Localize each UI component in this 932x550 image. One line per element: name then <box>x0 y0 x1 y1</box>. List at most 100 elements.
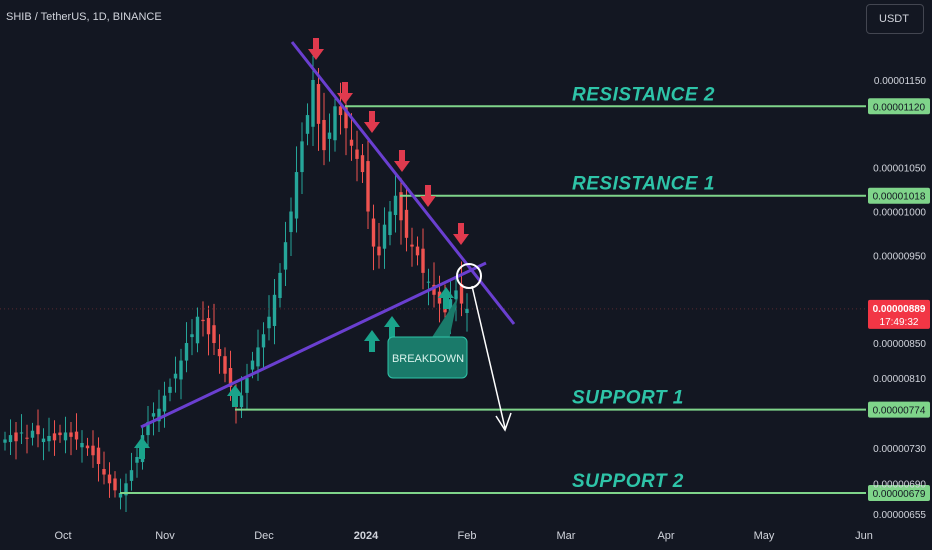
candle-body <box>338 106 343 116</box>
level-price-tag <box>868 187 930 204</box>
y-tick-label: 0.00000810 <box>873 374 926 385</box>
candle-body <box>168 386 172 393</box>
candle-body <box>289 211 293 233</box>
down-arrow-icon <box>420 185 436 207</box>
candle-body <box>465 308 469 313</box>
up-arrow-icon <box>438 287 454 309</box>
candle-body <box>305 115 310 134</box>
candle-body <box>393 195 398 216</box>
candle-body <box>272 294 277 326</box>
candle-body <box>69 432 73 437</box>
candle-body <box>151 413 156 417</box>
candle-body <box>366 161 370 212</box>
candle-body <box>421 248 425 273</box>
breakdown-circle <box>456 263 482 289</box>
candle-body <box>426 281 431 283</box>
candle-body <box>454 290 458 300</box>
candle-body <box>190 334 194 338</box>
candle-body <box>195 316 200 344</box>
projection-arrowhead <box>495 412 512 432</box>
x-tick-label: Feb <box>458 530 477 542</box>
candle-body <box>278 272 282 298</box>
candle-body <box>245 378 249 393</box>
ascending-trendline <box>140 261 487 429</box>
candles-layer <box>3 55 469 512</box>
candle-body <box>173 373 178 379</box>
candle-body <box>135 457 139 463</box>
candle-body <box>267 316 271 329</box>
level-label: SUPPORT 2 <box>572 471 684 492</box>
candle-body <box>388 211 392 236</box>
candle-body <box>179 360 183 380</box>
candle-body <box>250 360 255 370</box>
candle-body <box>371 218 376 247</box>
level-price-tag <box>868 484 930 501</box>
candle-body <box>91 445 95 456</box>
y-tick-label: 0.00001150 <box>874 76 927 87</box>
level-price-tag <box>868 401 930 418</box>
candle-body <box>294 172 299 219</box>
candle-body <box>322 119 326 151</box>
candle-body <box>118 492 123 498</box>
candle-body <box>85 445 90 449</box>
up-arrow-icon <box>364 330 380 352</box>
x-tick-label: Dec <box>254 530 274 542</box>
candle-body <box>311 80 315 127</box>
candle-body <box>184 343 189 361</box>
overlay-layer: RESISTANCE 2 0.00001120 RESISTANCE 1 0.0000… <box>0 38 930 501</box>
candle-body <box>239 395 244 408</box>
down-arrow-icon <box>453 223 469 245</box>
candle-body <box>107 474 112 484</box>
up-arrow-icon <box>134 437 150 459</box>
candle-body <box>74 431 79 440</box>
candle-body <box>399 192 403 221</box>
projection-line <box>471 285 506 429</box>
descending-trendline <box>290 41 516 325</box>
x-tick-label: 2024 <box>354 530 379 542</box>
candle-body <box>316 84 321 124</box>
candle-body <box>327 132 332 139</box>
countdown-label: 17:49:32 <box>880 317 919 328</box>
candle-body <box>382 224 387 249</box>
level-label: SUPPORT 1 <box>572 388 684 409</box>
candle-body <box>355 149 359 159</box>
candle-body <box>3 439 7 443</box>
candle-body <box>124 483 128 496</box>
candle-body <box>129 470 134 481</box>
y-tick-label: 0.00000690 <box>873 479 926 490</box>
candle-body <box>459 284 464 304</box>
candle-body <box>410 244 414 247</box>
candle-body <box>349 139 354 146</box>
current-price-label: 0.00000889 <box>873 304 926 315</box>
level-price-label: 0.00001120 <box>873 102 926 113</box>
candle-body <box>157 408 161 422</box>
y-tick-label: 0.00000850 <box>873 339 926 350</box>
symbol-title: SHIB / TetherUS, 1D, BINANCE <box>6 11 162 23</box>
down-arrow-icon <box>364 111 380 133</box>
candle-body <box>47 435 51 442</box>
y-tick-label: 0.00000655 <box>873 510 926 521</box>
candle-body <box>377 246 381 256</box>
candle-body <box>36 425 40 435</box>
candle-body <box>8 435 13 443</box>
up-arrow-icon <box>227 385 243 407</box>
x-tick-label: Apr <box>657 530 674 542</box>
level-price-tag <box>868 98 930 115</box>
x-tick-label: May <box>754 530 775 542</box>
y-tick-label: 0.00001050 <box>873 164 926 175</box>
down-arrow-icon <box>308 38 324 60</box>
candle-body <box>80 442 84 448</box>
level-label: RESISTANCE 1 <box>572 174 715 195</box>
candle-body <box>360 155 365 173</box>
level-price-label: 0.00000774 <box>873 406 926 417</box>
currency-button[interactable]: USDT <box>866 4 924 34</box>
up-arrow-icon <box>384 316 400 338</box>
candle-body <box>113 478 117 491</box>
candle-body <box>283 242 288 270</box>
down-arrow-icon <box>394 150 410 172</box>
candle-body <box>30 430 35 438</box>
candle-body <box>96 447 101 465</box>
y-tick-label: 0.00001000 <box>873 208 926 219</box>
